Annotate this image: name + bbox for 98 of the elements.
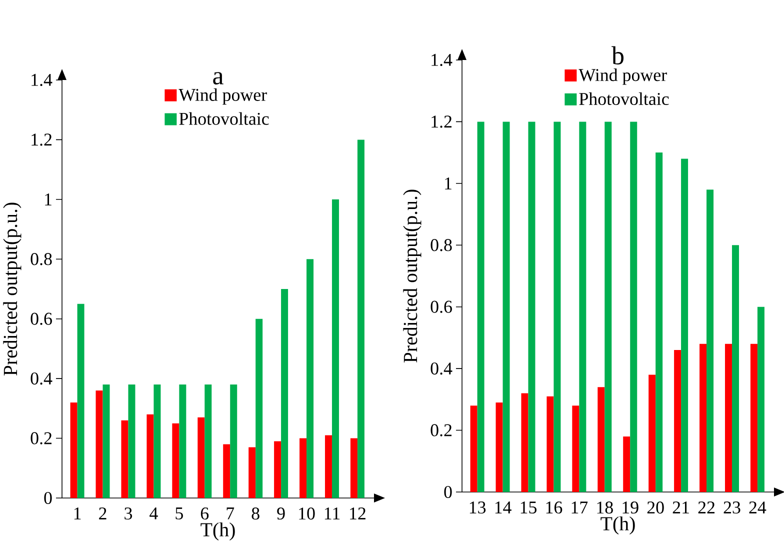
bar [102,384,110,498]
x-tick-label: 6 [200,508,209,520]
bar [172,423,180,498]
y-tick-label: 1.2 [432,116,452,128]
bar [648,374,656,492]
x-tick-label: 5 [176,507,183,520]
bar [554,122,561,492]
chart-title: b [612,46,624,64]
x-tick-label: 20 [647,502,664,514]
chart-title: a [213,72,224,84]
bar [146,414,154,498]
bar [757,306,764,492]
y-tick-label: 1 [45,193,52,206]
bar [77,304,84,498]
bar [281,288,288,498]
x-tick-label: 4 [150,507,158,520]
bar [256,318,263,498]
bar [357,140,364,498]
y-tick-label: 1.2 [32,134,52,146]
y-tick-label: 1.4 [432,54,452,66]
legend-label: Photovoltaic [579,92,669,106]
y-tick-label: 0.2 [430,424,452,436]
bar [470,406,478,492]
bar [750,344,758,492]
x-tick-label: 2 [99,508,106,520]
bar [96,390,103,498]
x-tick-label: 14 [495,502,512,514]
x-tick-label: 22 [698,502,714,514]
x-tick-label: 10 [299,508,315,520]
bar [706,190,714,492]
bar [121,420,128,498]
x-axis-title: T(h) [200,522,235,541]
y-axis-title: Predicted output(p.u.) [403,190,422,363]
x-tick-label: 1 [74,508,81,520]
x-tick-label: 19 [622,502,638,514]
bar [502,122,510,492]
bar [306,259,314,498]
bar [579,122,586,492]
bar [274,441,282,498]
bar [732,245,739,492]
bar [332,199,339,498]
x-tick-label: 24 [749,502,766,514]
y-tick-label: 0 [44,492,52,504]
x-tick-label: 3 [124,508,132,520]
x-axis-title: T(h) [600,516,635,535]
bar [496,402,503,492]
x-tick-label: 17 [572,502,588,514]
y-tick-label: 1 [445,177,452,190]
y-tick-label: 1.4 [32,74,52,86]
bar [300,438,307,498]
bar [681,158,688,492]
bar [700,344,707,492]
bar [572,406,580,492]
bar [128,384,136,498]
bar [248,447,256,498]
y-tick-label: 0 [444,486,452,498]
legend-label: Photovoltaic [179,112,269,125]
bar [179,384,186,498]
bar [204,384,212,498]
bar [198,417,205,498]
bar [604,122,612,492]
y-tick-label: 0.2 [30,432,52,444]
bar [656,152,663,492]
bar [154,384,161,498]
legend-label: Wind power [578,68,667,85]
x-tick-label: 9 [277,508,285,520]
bar [230,384,238,498]
bar [724,344,732,492]
x-tick-label: 15 [520,502,536,514]
x-tick-label: 8 [252,508,260,520]
bar [223,444,230,498]
legend-label: Wind power [178,88,267,105]
bar [598,387,605,492]
x-tick-label: 21 [672,502,689,514]
x-tick-label: 13 [470,502,486,514]
y-tick-label: 0.8 [30,253,52,266]
x-tick-label: 11 [324,508,340,520]
y-tick-label: 0.4 [30,372,52,385]
y-tick-label: 0.6 [30,312,52,325]
x-tick-label: 16 [546,502,562,514]
bar [546,396,554,492]
y-tick-label: 0.8 [430,239,452,252]
x-tick-label: 23 [724,502,740,514]
y-tick-label: 0.4 [430,362,452,375]
bar [528,122,536,492]
bar [674,350,682,492]
bar [521,393,528,492]
bar [630,122,638,492]
bar [70,402,78,498]
bar [324,435,332,498]
bar [623,436,630,492]
bar [477,122,484,492]
x-tick-label: 7 [226,507,234,520]
bar [350,438,358,498]
y-tick-label: 0.6 [430,300,452,313]
x-tick-label: 18 [597,502,613,514]
y-axis-title: Predicted output(p.u.) [3,202,22,376]
x-tick-label: 12 [350,508,366,520]
